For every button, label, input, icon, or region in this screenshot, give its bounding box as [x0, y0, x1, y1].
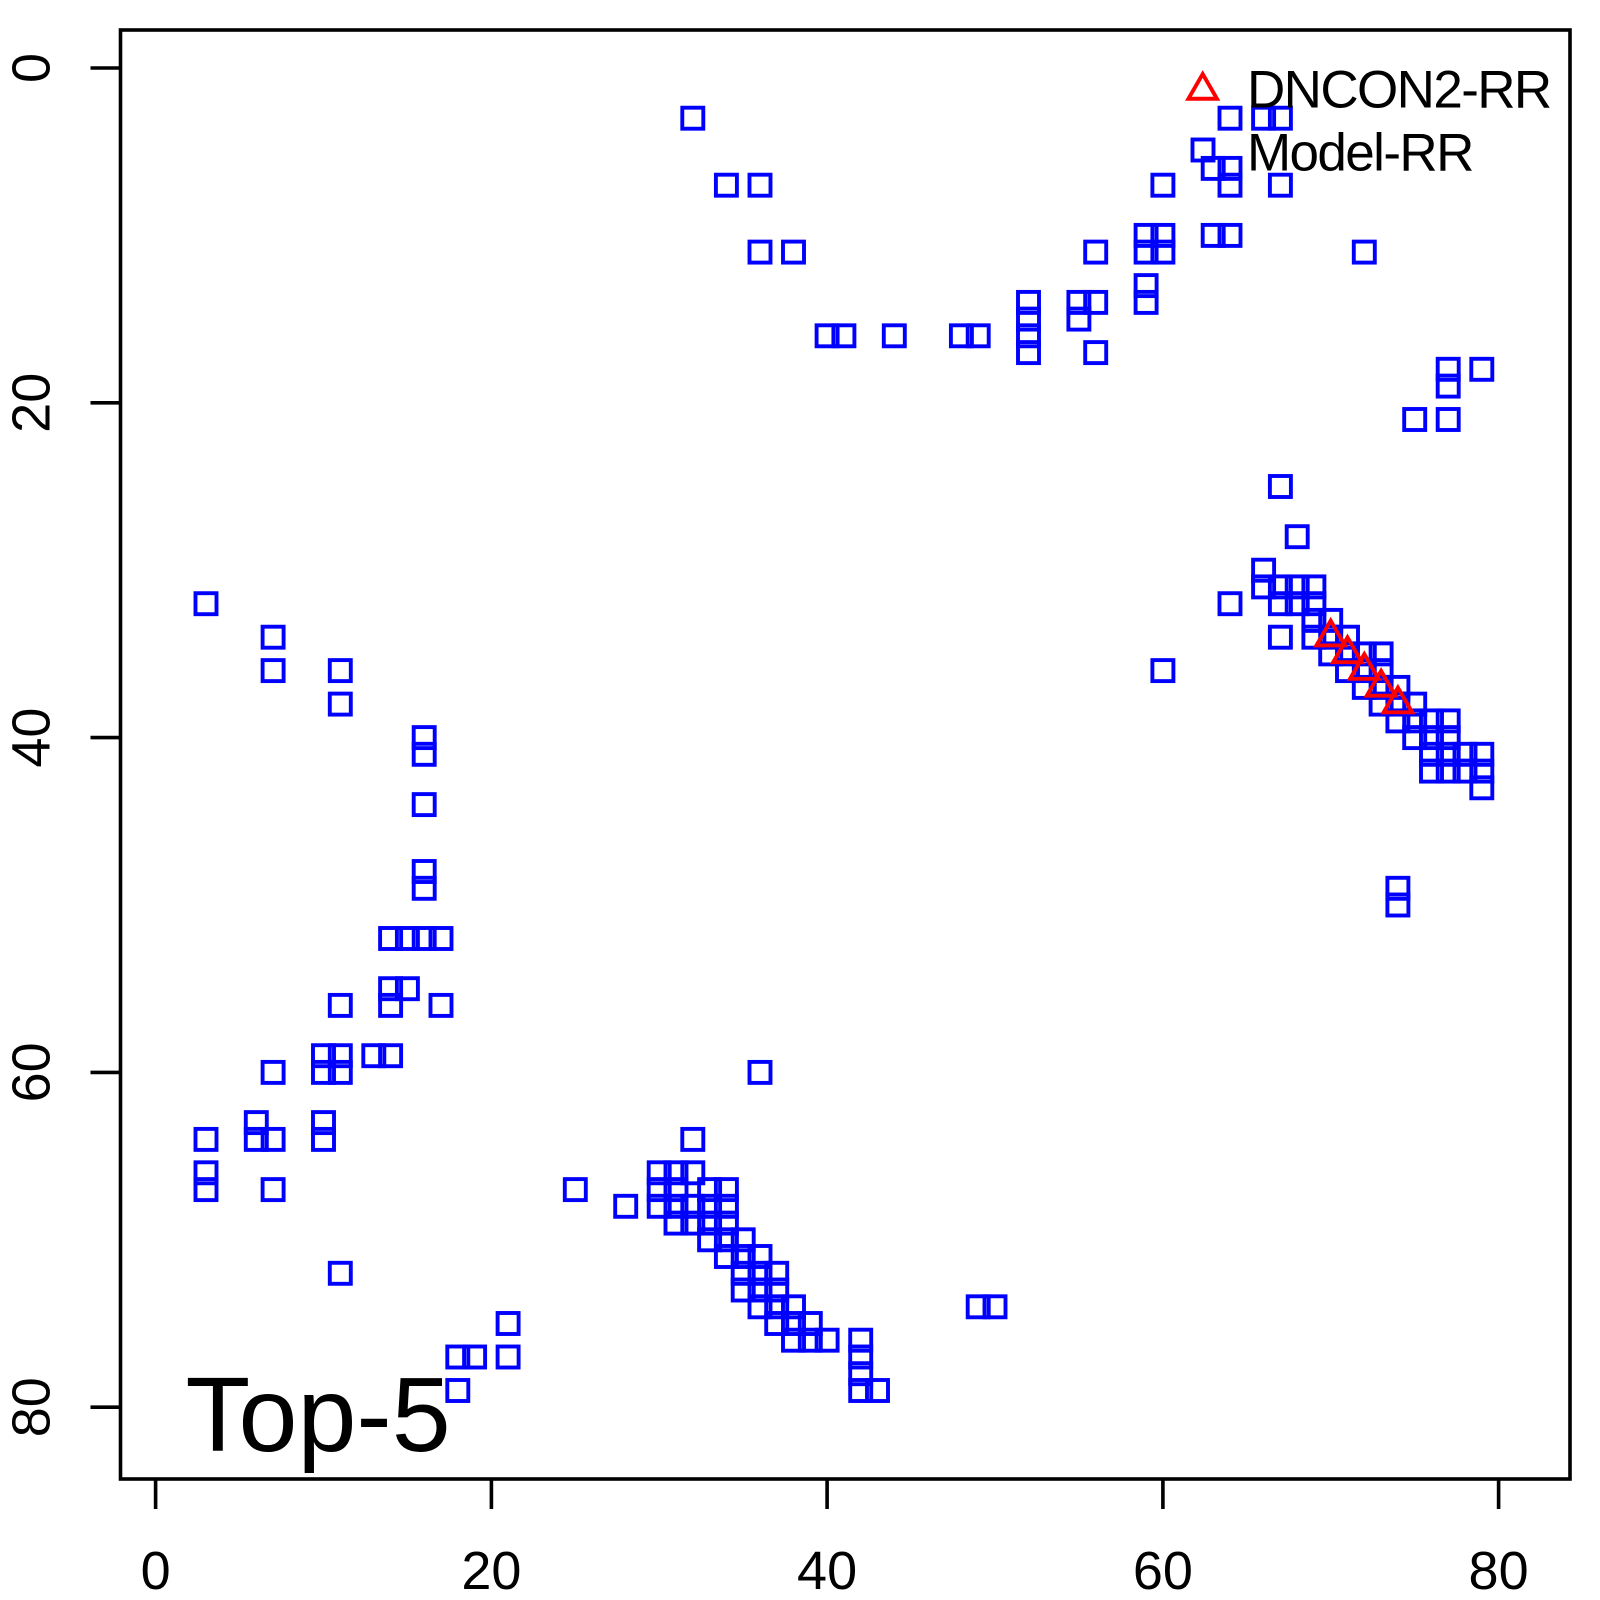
- svg-text:Model-RR: Model-RR: [1247, 124, 1473, 183]
- svg-text:DNCON2-RR: DNCON2-RR: [1247, 61, 1551, 120]
- svg-text:60: 60: [2, 1042, 62, 1102]
- svg-text:0: 0: [141, 1541, 171, 1600]
- svg-text:80: 80: [2, 1377, 62, 1437]
- svg-text:40: 40: [797, 1541, 857, 1600]
- svg-text:0: 0: [2, 53, 62, 83]
- svg-text:20: 20: [2, 373, 62, 433]
- svg-text:Top-5: Top-5: [186, 1356, 451, 1474]
- svg-text:20: 20: [461, 1541, 521, 1600]
- svg-text:40: 40: [2, 708, 62, 768]
- svg-text:80: 80: [1469, 1541, 1529, 1600]
- svg-text:60: 60: [1133, 1541, 1193, 1600]
